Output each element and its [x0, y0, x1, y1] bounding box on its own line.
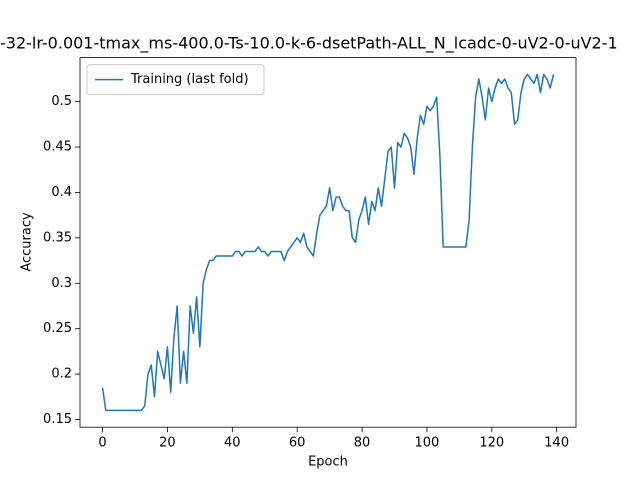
y-tick-label: 0.5 — [51, 94, 72, 109]
y-axis-label: Accuracy — [20, 212, 35, 272]
x-tick-label: 140 — [544, 436, 569, 451]
legend-label: Training (last fold) — [130, 72, 249, 87]
x-tick-label: 120 — [479, 436, 504, 451]
y-tick-label: 0.25 — [43, 321, 72, 336]
x-tick-label: 60 — [289, 436, 306, 451]
x-axis-label: Epoch — [308, 455, 348, 470]
y-tick-label: 0.4 — [51, 185, 72, 200]
y-tick-label: 0.3 — [51, 276, 72, 291]
y-tick-label: 0.15 — [43, 412, 72, 427]
x-tick-label: 80 — [354, 436, 371, 451]
y-tick-label: 0.2 — [51, 367, 72, 382]
y-tick-label: 0.35 — [43, 230, 72, 245]
x-tick-label: 20 — [159, 436, 176, 451]
x-tick-label: 40 — [224, 436, 241, 451]
axes-frame — [79, 57, 577, 428]
chart-title: -32-lr-0.001-tmax_ms-400.0-Ts-10.0-k-6-d… — [0, 34, 618, 54]
legend-box — [86, 64, 265, 96]
x-tick-label: 100 — [415, 436, 440, 451]
data-line — [101, 73, 555, 412]
x-tick-label: 0 — [98, 436, 106, 451]
y-tick-label: 0.45 — [43, 140, 72, 155]
